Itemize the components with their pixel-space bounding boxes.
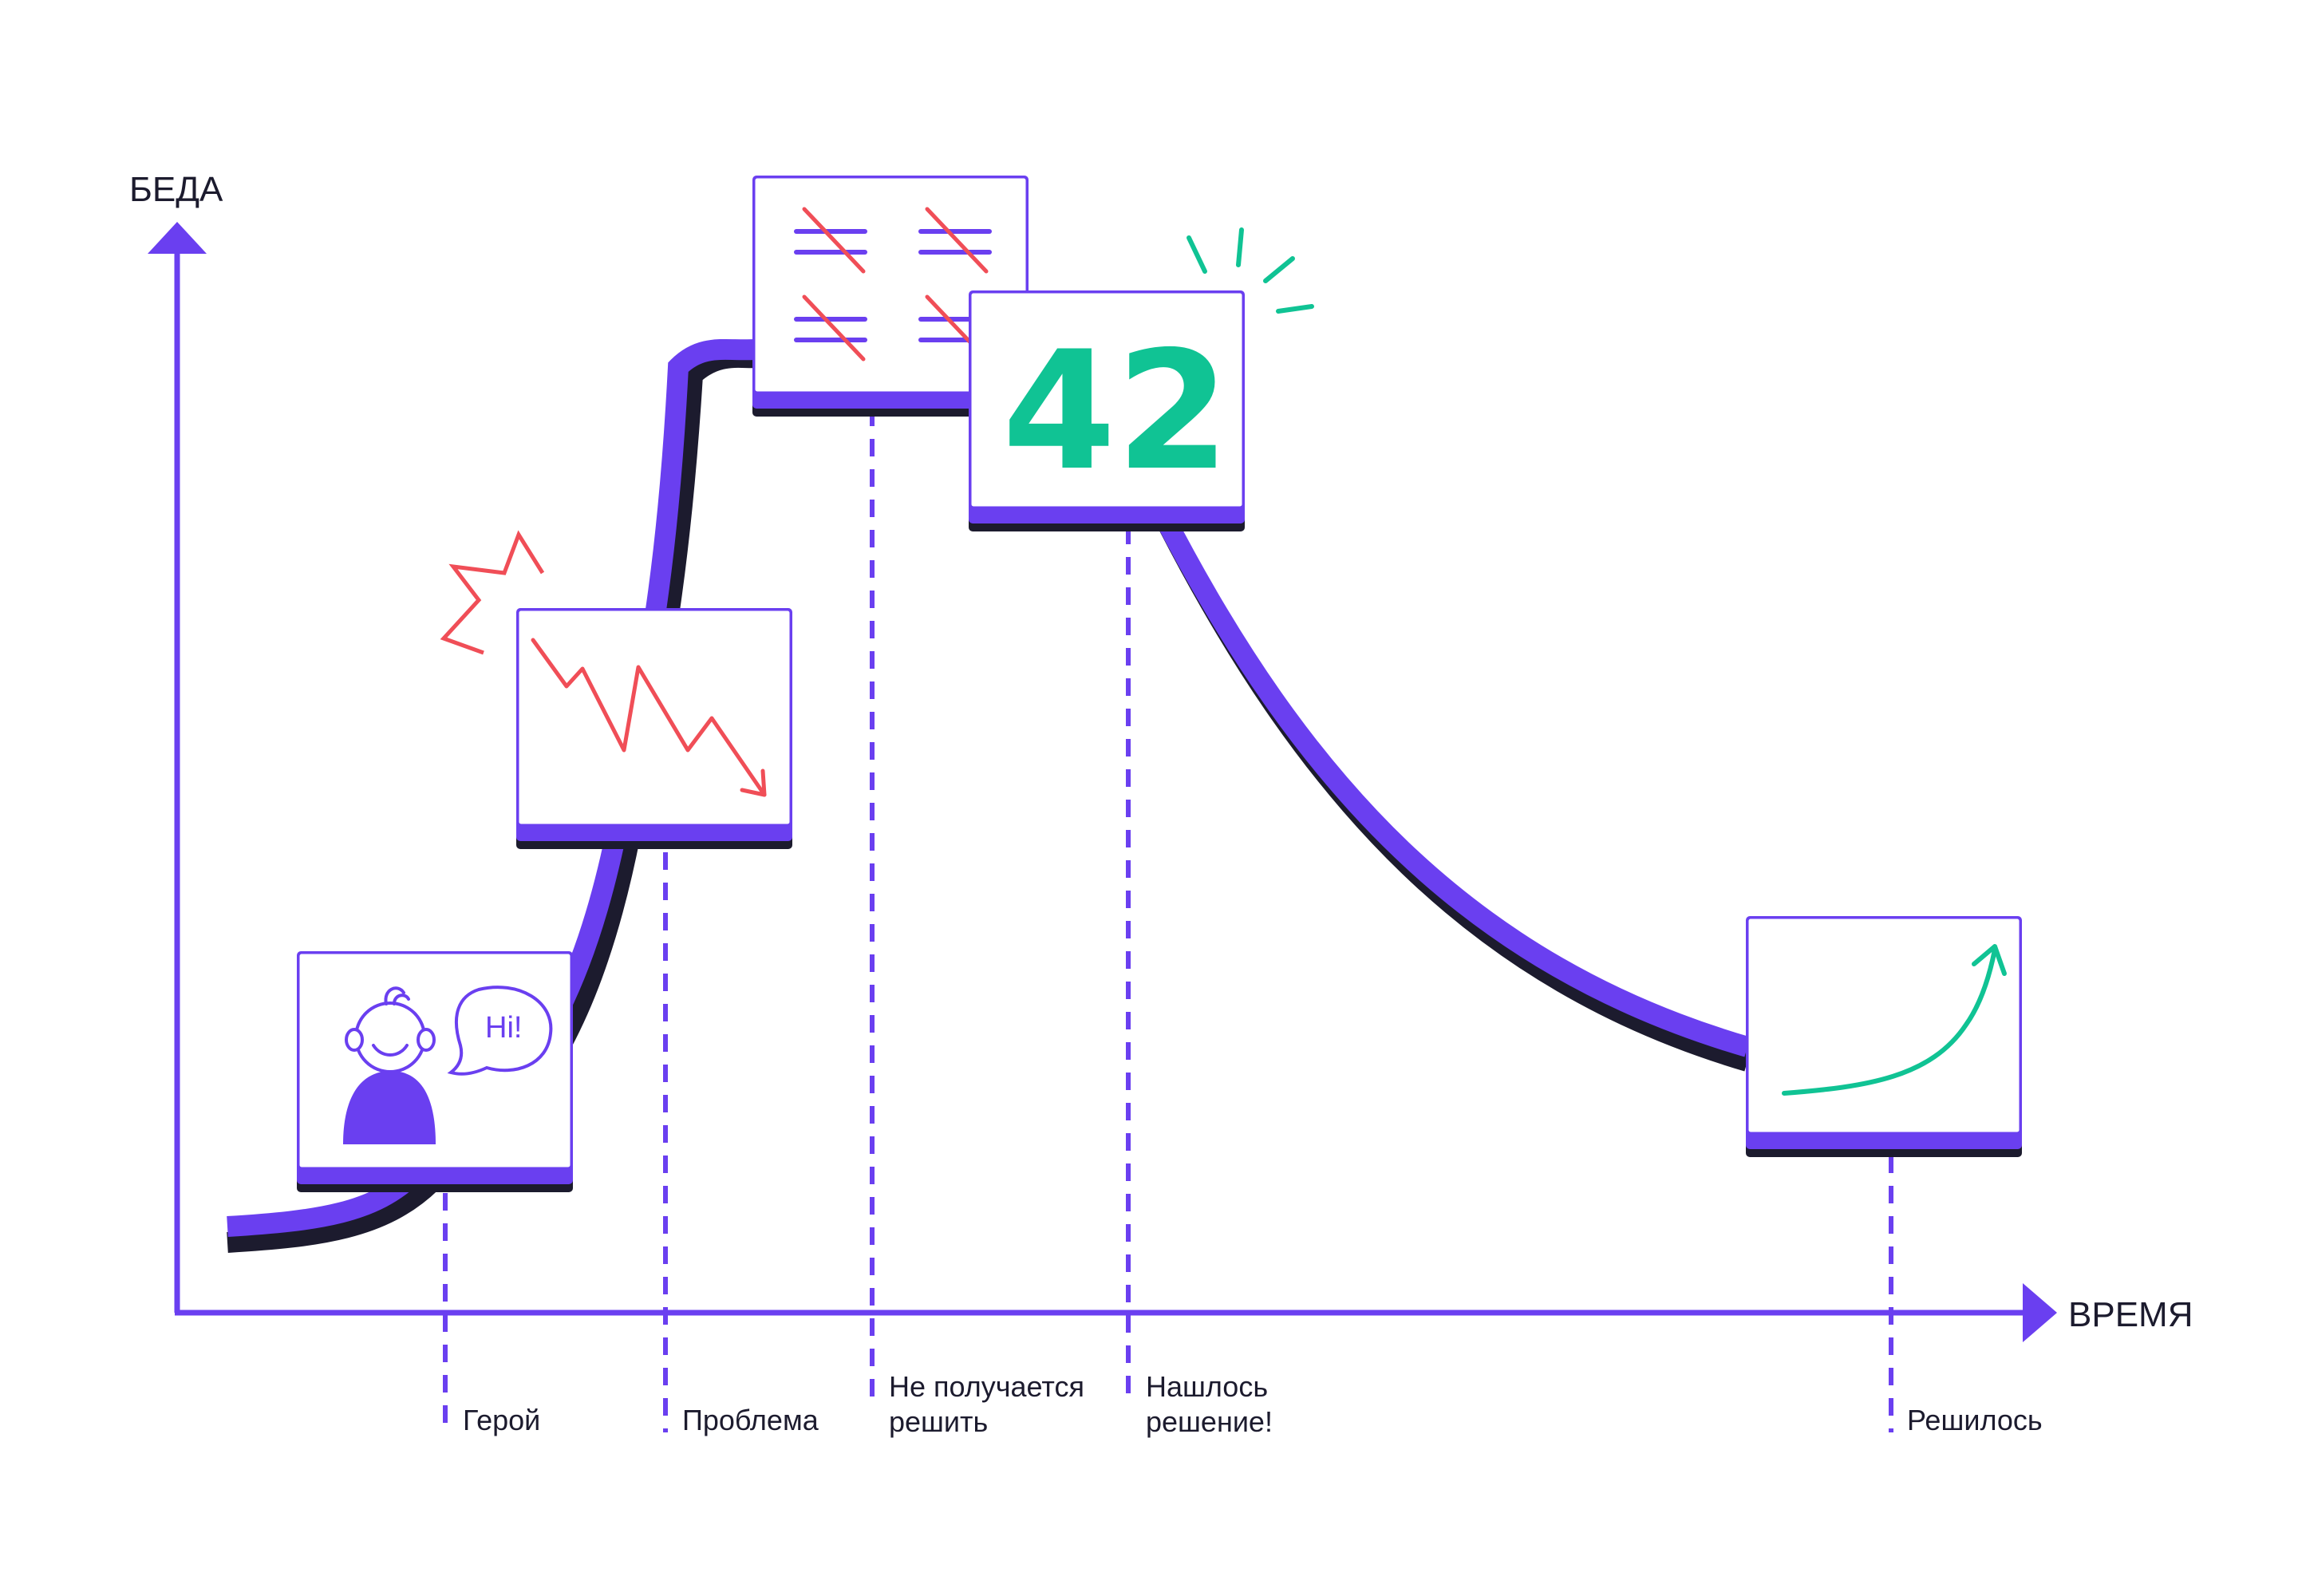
x-axis-label: ВРЕМЯ — [2068, 1295, 2193, 1334]
answer-number: 42 — [1002, 317, 1230, 507]
rising-arrow-icon — [1782, 944, 2007, 1096]
y-axis-arrow-icon — [148, 222, 207, 254]
x-axis-arrow-icon — [2023, 1283, 2057, 1342]
y-axis-label: БЕДА — [129, 170, 223, 209]
axes: БЕДА ВРЕМЯ — [129, 170, 2193, 1342]
stage-label-stuck: Не получается решить — [889, 1370, 1092, 1438]
curve-shadow-right — [1159, 522, 1751, 1072]
stage-label-solved: Решилось — [1907, 1404, 2043, 1436]
sparkle-icon — [1187, 227, 1314, 314]
falling-chart-icon — [531, 638, 767, 797]
stage-label-solution: Нашлось решение! — [1146, 1370, 1276, 1438]
stage-labels: Герой Проблема Не получается решить Нашл… — [463, 1370, 2043, 1438]
card-problem — [440, 530, 792, 849]
curve-main — [227, 338, 755, 1237]
stage-guides — [443, 409, 1893, 1432]
stage-label-problem: Проблема — [682, 1404, 819, 1436]
person-icon — [343, 986, 436, 1144]
curve-main-right — [1151, 506, 1751, 1057]
card-stuck — [752, 176, 1029, 417]
trouble-curve — [227, 338, 1751, 1253]
curve-shadow — [227, 346, 760, 1253]
speech-bubble-icon: Hi! — [447, 986, 553, 1076]
card-solution: 42 — [969, 227, 1314, 531]
alarm-spark-icon — [440, 530, 545, 655]
card-hero: Hi! — [297, 951, 573, 1192]
hero-speech-text: Hi! — [485, 1011, 522, 1045]
card-solved — [1746, 916, 2022, 1157]
stage-label-hero: Герой — [463, 1404, 540, 1436]
